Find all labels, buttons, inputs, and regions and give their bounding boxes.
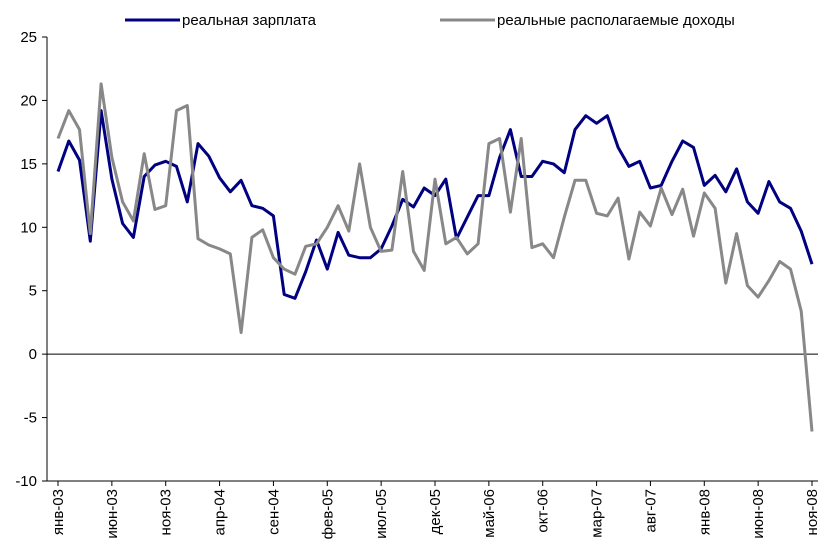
y-tick-label: 25 [20, 29, 37, 46]
y-tick-label: 20 [20, 92, 37, 109]
x-tick-label: окт-06 [535, 489, 552, 533]
series-line [56, 109, 814, 300]
x-tick-label: июн-03 [104, 489, 121, 539]
legend-label: реальные располагаемые доходы [497, 12, 735, 29]
series-line [56, 82, 814, 432]
y-tick-label: 10 [20, 219, 37, 236]
x-tick-label: сен-04 [265, 489, 282, 535]
x-tick-label: авг-07 [642, 489, 659, 532]
y-tick-label: -10 [15, 473, 37, 490]
x-tick-label: фев-05 [319, 489, 336, 539]
x-tick-label: дек-05 [427, 489, 444, 534]
y-tick-label: 15 [20, 156, 37, 173]
x-tick-label: июн-08 [750, 489, 767, 539]
x-tick-label: май-06 [481, 489, 498, 538]
y-tick-label: -5 [24, 410, 37, 427]
x-tick-label: апр-04 [212, 489, 229, 536]
y-tick-label: 5 [29, 283, 37, 300]
x-tick-label: янв-08 [696, 489, 713, 535]
x-tick-label: янв-03 [50, 489, 67, 535]
y-tick-label: 0 [29, 346, 37, 363]
x-tick-label: мар-07 [589, 489, 606, 538]
legend-label: реальная зарплата [182, 12, 317, 29]
x-tick-label: ноя-08 [804, 489, 820, 535]
x-tick-label: июл-05 [373, 489, 390, 539]
x-tick-label: ноя-03 [158, 489, 175, 535]
